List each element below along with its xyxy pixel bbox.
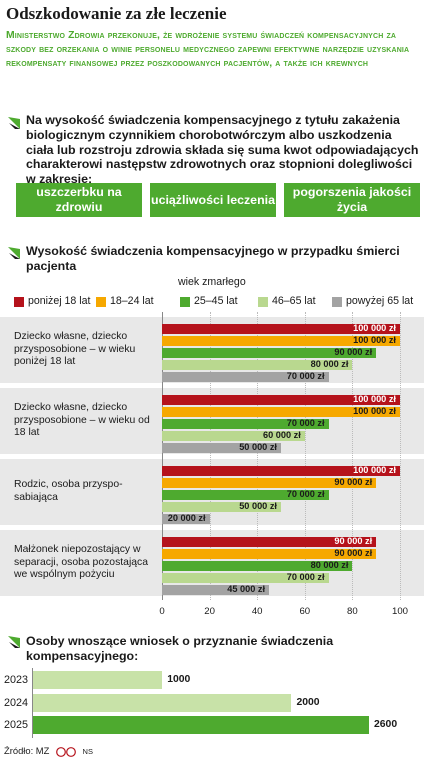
bar-mark — [162, 348, 377, 358]
bar-mark — [162, 466, 400, 476]
bar-value-label: 100 000 zł — [353, 335, 396, 345]
bar-value-label: 70 000 zł — [286, 572, 325, 582]
bar-mark — [162, 490, 329, 500]
chart-title: Wysokość świadczenia kompensacyjnego w p… — [26, 244, 400, 273]
legend-label: powyżej 65 lat — [346, 295, 414, 307]
bar-value-label: 100 000 zł — [353, 323, 396, 333]
bar-value-label: 20 000 zł — [167, 513, 206, 523]
bar-mark — [162, 514, 210, 524]
gridline — [209, 312, 212, 600]
bar-mark — [162, 395, 400, 405]
year-label: 2024 — [4, 697, 29, 709]
bar-value-label: 70 000 zł — [286, 418, 325, 428]
year-label: 2025 — [4, 719, 29, 731]
bar-value-label: 100 000 zł — [353, 394, 396, 404]
bar-value-label: 2600 — [374, 719, 398, 730]
bar-value-label: 50 000 zł — [239, 442, 277, 452]
bar-value-label: 1000 — [167, 674, 191, 685]
bar-mark — [162, 537, 377, 547]
x-tick-label: 100 — [392, 606, 409, 617]
legend-label: 25–45 lat — [194, 295, 238, 307]
intro-text: Na wysokość świadczenia kompensacyjnego … — [26, 113, 419, 187]
info-box-label: uszczerbku na zdrowiu — [36, 185, 122, 214]
bar-value-label: 90 000 zł — [334, 536, 373, 546]
publisher-logo-text: NS — [82, 747, 93, 756]
bar-mark — [162, 549, 377, 559]
bar-mark — [162, 419, 329, 429]
bar-value-label: 90 000 zł — [334, 347, 373, 357]
arrow-icon — [8, 117, 20, 129]
bar-value-label: 80 000 zł — [310, 560, 349, 570]
legend-swatch — [332, 297, 342, 307]
legend-label: 46–65 lat — [272, 295, 316, 307]
bar-mark — [33, 671, 163, 689]
info-box-jakosc: pogorszenia jakości życia — [284, 183, 420, 217]
category-label: Dziecko własne, dziecko przysposobione –… — [14, 331, 136, 368]
legend-label: poniżej 18 lat — [28, 295, 91, 307]
bar-value-label: 70 000 zł — [286, 371, 325, 381]
category-label: Rodzic, osoba przyspo-sabiająca — [14, 479, 123, 503]
bar-mark — [162, 407, 400, 417]
bar-mark — [162, 502, 281, 512]
bar-mark — [162, 585, 270, 595]
x-tick-label: 80 — [347, 606, 358, 617]
bar-value-label: 80 000 zł — [310, 359, 349, 369]
bar-mark — [162, 431, 305, 441]
info-box-label: uciążliwości leczenia — [151, 192, 275, 207]
info-box-uszczerbek: uszczerbku na zdrowiu — [16, 183, 142, 217]
legend-label: 18–24 lat — [110, 295, 154, 307]
bar-value-label: 60 000 zł — [262, 430, 301, 440]
bar-mark — [162, 372, 329, 382]
chart2-title: Osoby wnoszące wniosek o przyznanie świa… — [26, 634, 334, 663]
x-tick-label: 0 — [159, 606, 165, 617]
gridline — [352, 312, 354, 600]
bar-mark — [162, 573, 329, 583]
bar-mark — [33, 694, 292, 712]
bar-mark — [162, 360, 353, 370]
bar-mark — [162, 478, 377, 488]
bar-value-label: 90 000 zł — [334, 477, 373, 487]
bar-mark — [162, 561, 353, 571]
bar-value-label: 2000 — [296, 697, 320, 708]
page-title: Odszkodowanie za złe leczenie — [6, 4, 227, 23]
arrow-icon — [8, 247, 20, 259]
gridline — [304, 312, 307, 600]
bar-mark — [33, 716, 369, 734]
bar-value-label: 90 000 zł — [334, 548, 373, 558]
legend-swatch — [96, 297, 106, 307]
bar-value-label: 70 000 zł — [286, 489, 325, 499]
x-tick-label: 60 — [299, 606, 311, 617]
bar-value-label: 50 000 zł — [239, 501, 277, 511]
x-tick-label: 40 — [251, 606, 263, 617]
source-text: Źródło: MZ — [4, 745, 50, 756]
bar-value-label: 100 000 zł — [353, 406, 396, 416]
category-label: Dziecko własne, dziecko przysposobione –… — [14, 402, 150, 439]
cc-license-icon — [56, 746, 76, 757]
source-note: Źródło: MZ NS — [4, 745, 93, 757]
legend-title: wiek zmarłego — [178, 276, 246, 288]
year-label: 2023 — [4, 674, 29, 686]
x-tick-label: 20 — [204, 606, 215, 617]
gridline — [400, 312, 402, 600]
legend-swatch — [258, 297, 268, 307]
arrow-icon — [8, 636, 20, 648]
y-axis-line — [32, 668, 33, 738]
bar-mark — [162, 443, 281, 453]
page-subtitle: Ministerstwo Zdrowia przekonuje, że wdro… — [6, 30, 410, 70]
bar-mark — [162, 336, 400, 346]
category-label: Małżonek niepozostający w separacji, oso… — [14, 544, 149, 581]
info-box-uciazliwosci: uciążliwości leczenia — [150, 183, 276, 217]
bar-mark — [162, 324, 400, 334]
legend-swatch — [14, 297, 24, 307]
bar-value-label: 45 000 zł — [227, 584, 266, 594]
y-axis-line — [162, 312, 163, 600]
gridline — [257, 312, 259, 600]
bar-value-label: 100 000 zł — [353, 465, 396, 475]
legend-swatch — [180, 297, 190, 307]
info-box-label: pogorszenia jakości życia — [292, 185, 412, 214]
